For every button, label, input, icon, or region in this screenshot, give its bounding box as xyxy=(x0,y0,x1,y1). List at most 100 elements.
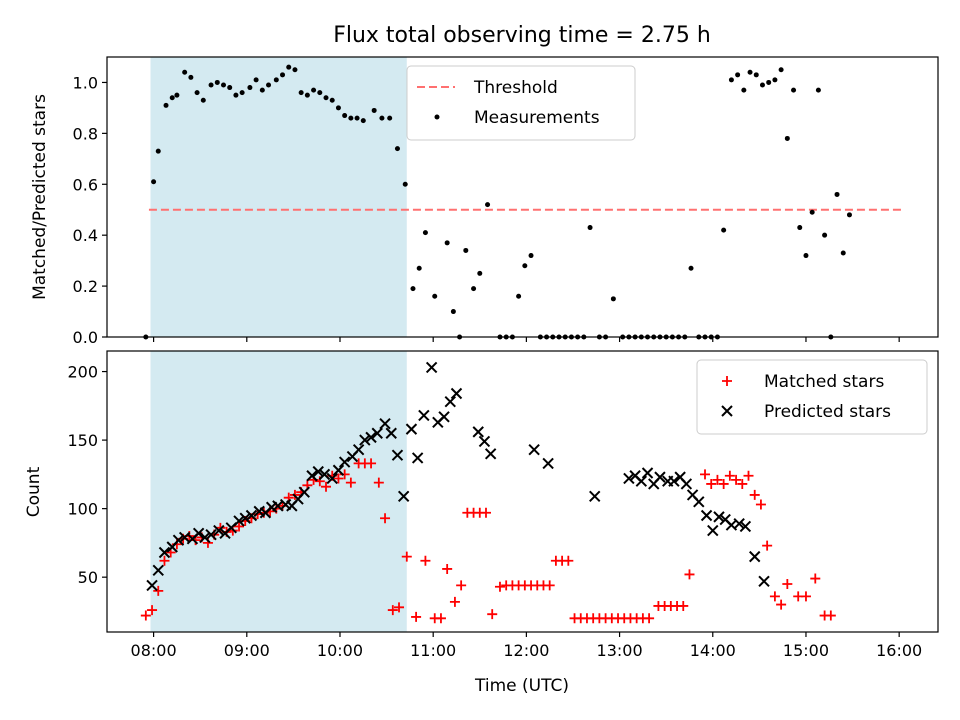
data-point xyxy=(718,478,729,489)
data-point xyxy=(706,478,717,489)
data-point xyxy=(425,361,438,374)
data-point xyxy=(208,82,214,88)
x-tick-label: 16:00 xyxy=(876,641,922,660)
shaded-observing-span xyxy=(150,57,407,337)
data-point xyxy=(194,90,200,96)
data-point xyxy=(644,613,655,624)
x-tick-label: 15:00 xyxy=(783,641,829,660)
data-point xyxy=(731,474,742,485)
axes-frame xyxy=(106,56,939,338)
data-point xyxy=(416,265,422,271)
data-point xyxy=(335,105,341,111)
data-point xyxy=(589,490,601,503)
data-point xyxy=(712,474,723,485)
data-point xyxy=(172,534,185,546)
data-point xyxy=(151,179,157,185)
y-tick-label: 100 xyxy=(67,500,98,519)
data-point xyxy=(472,426,484,438)
data-point xyxy=(684,569,695,580)
data-point xyxy=(371,427,383,439)
data-point xyxy=(522,263,528,269)
count-panel: 50 100 150 200 08:00 09:00 10:00 11:00 12:00 13:0… xyxy=(67,350,939,660)
data-point xyxy=(329,97,335,103)
data-point xyxy=(318,468,331,481)
data-point xyxy=(741,87,747,93)
data-point xyxy=(292,67,298,73)
data-point xyxy=(371,107,377,113)
legend-marker xyxy=(722,376,732,386)
legend-label: Matched stars xyxy=(764,372,884,392)
chart-title: Flux total observing time = 2.75 h xyxy=(333,23,711,48)
data-point xyxy=(782,579,793,590)
data-point xyxy=(438,411,450,423)
data-point xyxy=(342,113,348,119)
data-point xyxy=(623,472,635,485)
data-point xyxy=(259,87,265,93)
data-point xyxy=(846,212,852,218)
data-point xyxy=(155,148,161,154)
data-point xyxy=(397,490,410,503)
data-point xyxy=(840,250,846,256)
data-point xyxy=(359,434,371,446)
data-point xyxy=(379,417,391,430)
y-tick-label: 0.2 xyxy=(73,277,98,296)
data-point xyxy=(713,511,725,523)
y-tick-label: 0.8 xyxy=(73,124,98,143)
data-point xyxy=(810,573,821,584)
data-point xyxy=(213,524,225,537)
data-point xyxy=(152,564,164,577)
data-point xyxy=(809,209,815,215)
data-point xyxy=(739,520,752,533)
data-point xyxy=(797,225,803,231)
y-tick-label: 1.0 xyxy=(73,73,98,92)
data-point xyxy=(635,475,648,487)
y-tick-label: 150 xyxy=(67,431,98,450)
data-point xyxy=(693,496,705,508)
legend: Matched stars Predicted stars xyxy=(696,359,928,435)
data-point xyxy=(239,512,251,524)
data-point xyxy=(528,443,540,456)
legend-frame xyxy=(696,359,928,435)
data-point xyxy=(332,464,345,476)
data-point xyxy=(668,475,680,487)
data-point xyxy=(247,85,253,91)
data-point xyxy=(153,585,164,596)
data-point xyxy=(449,596,460,607)
data-point xyxy=(366,458,377,469)
data-point xyxy=(485,202,491,208)
legend: Threshold Measurements xyxy=(406,65,636,141)
data-point xyxy=(227,85,233,91)
data-point xyxy=(815,87,821,93)
data-point xyxy=(803,253,809,259)
data-point xyxy=(471,286,477,292)
data-point xyxy=(418,409,430,422)
data-point xyxy=(391,449,404,461)
data-point xyxy=(411,452,424,464)
data-point xyxy=(762,540,773,551)
data-point xyxy=(487,609,498,620)
data-point xyxy=(311,87,317,93)
data-point xyxy=(345,477,356,488)
data-point xyxy=(784,135,790,141)
data-point xyxy=(700,509,713,522)
data-point xyxy=(678,600,689,611)
x-tick-label: 14:00 xyxy=(690,641,736,660)
data-point xyxy=(182,69,188,75)
data-point xyxy=(707,524,719,537)
data-point xyxy=(321,481,332,492)
data-point xyxy=(737,478,748,489)
x-tick-label: 08:00 xyxy=(131,641,177,660)
data-point xyxy=(245,509,258,522)
data-point xyxy=(188,74,194,80)
ratio-panel: 0.0 0.2 0.4 0.6 0.8 1.0 Threshold Measurements xyxy=(73,56,939,347)
legend-frame xyxy=(406,65,636,141)
data-point xyxy=(800,591,811,602)
data-point xyxy=(312,465,324,478)
data-point xyxy=(298,90,304,96)
data-point xyxy=(791,87,797,93)
data-point xyxy=(234,521,245,532)
ratio-y-axis-label: Matched/Predicted stars xyxy=(30,94,50,300)
data-point xyxy=(140,610,151,621)
data-point xyxy=(478,435,491,448)
